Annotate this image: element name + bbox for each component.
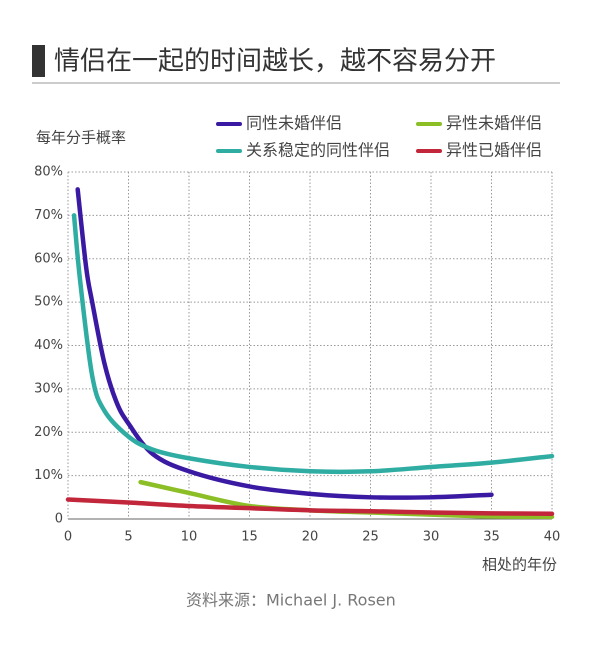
y-tick-label: 0 <box>55 512 63 527</box>
x-tick-label: 40 <box>544 530 561 545</box>
x-tick-label: 35 <box>483 530 500 545</box>
x-tick-label: 5 <box>124 530 132 545</box>
y-tick-label: 50% <box>34 295 63 310</box>
x-tick-label: 15 <box>241 530 258 545</box>
x-tick-label: 30 <box>423 530 440 545</box>
y-tick-label: 80% <box>34 165 63 180</box>
x-tick-label: 20 <box>302 530 319 545</box>
chart-title: 情侣在一起的时间越长，越不容易分开 <box>54 47 496 77</box>
x-tick-label: 0 <box>64 530 72 545</box>
y-tick-label: 10% <box>34 468 63 483</box>
x-tick-label: 10 <box>181 530 198 545</box>
line-series <box>71 213 555 475</box>
legend-label: 异性已婚伴侣 <box>446 141 542 160</box>
legend-label: 同性未婚伴侣 <box>246 114 342 133</box>
line-series <box>65 497 555 517</box>
x-axis-label: 相处的年份 <box>482 556 557 574</box>
source: 资料来源：Michael J. Rosen <box>186 591 396 610</box>
y-axis-label: 每年分手概率 <box>36 129 126 147</box>
y-tick-label: 20% <box>34 425 63 440</box>
y-tick-label: 70% <box>34 208 63 223</box>
legend-label: 关系稳定的同性伴侣 <box>246 141 390 160</box>
y-tick-label: 40% <box>34 338 63 353</box>
line-series <box>75 187 494 500</box>
y-tick-label: 30% <box>34 381 63 396</box>
legend-label: 异性未婚伴侣 <box>446 114 542 133</box>
y-tick-label: 60% <box>34 251 63 266</box>
title-marker <box>32 45 45 77</box>
x-tick-label: 25 <box>362 530 379 545</box>
